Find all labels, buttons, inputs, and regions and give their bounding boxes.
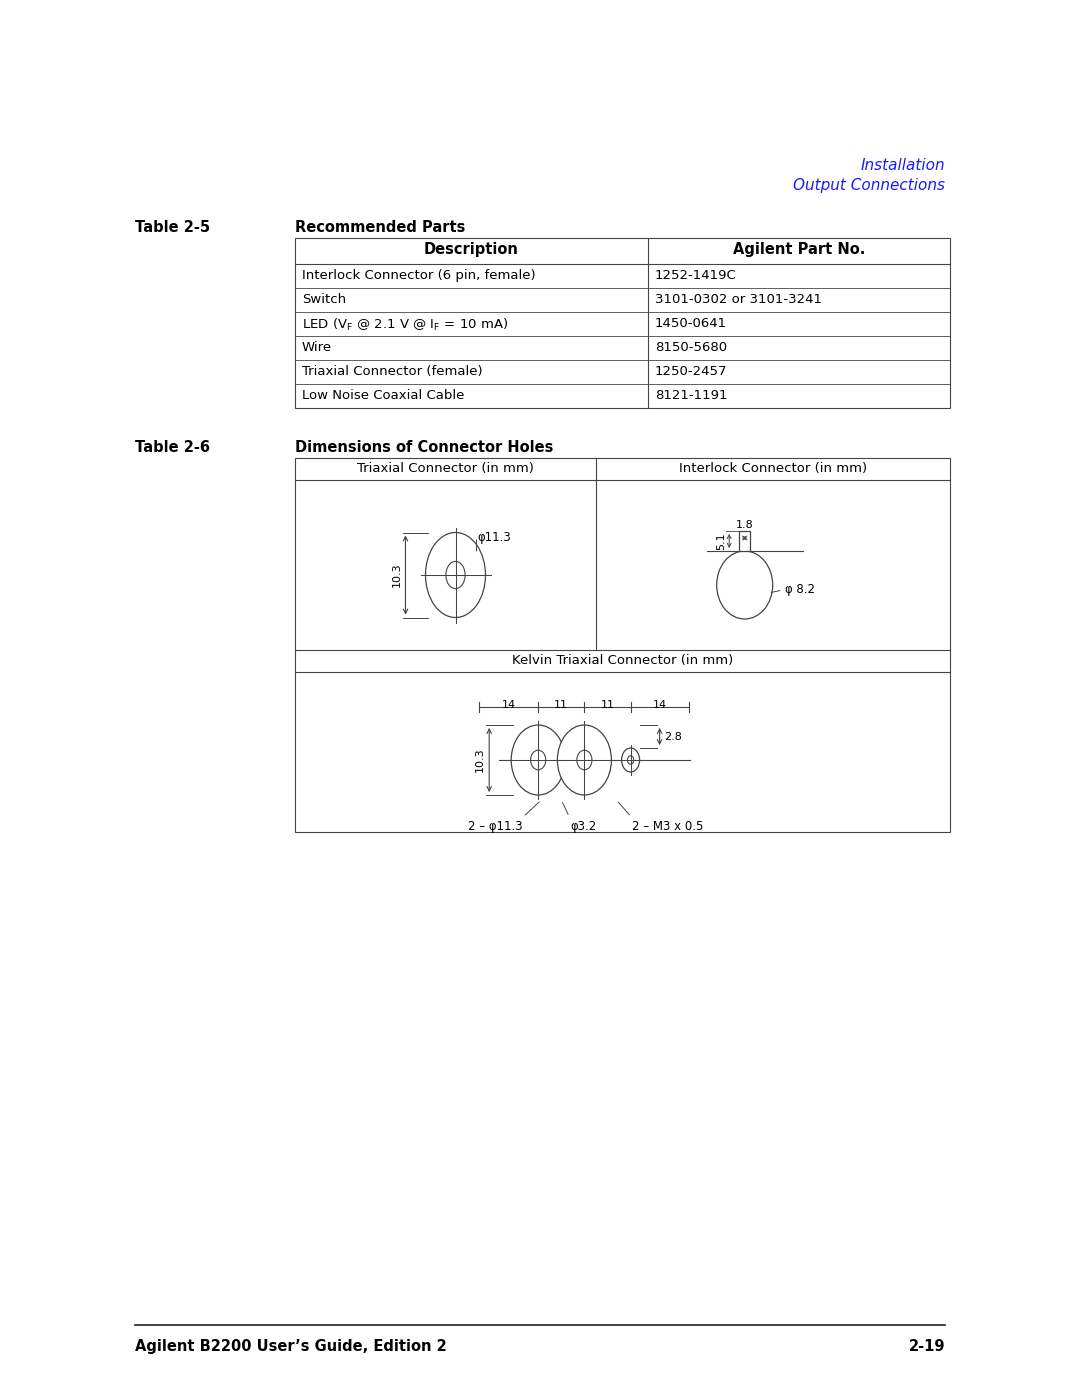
Text: 1252-1419C: 1252-1419C — [654, 270, 737, 282]
Text: Triaxial Connector (in mm): Triaxial Connector (in mm) — [357, 462, 534, 475]
Text: 2-19: 2-19 — [908, 1338, 945, 1354]
Ellipse shape — [717, 550, 772, 619]
Text: 3101-0302 or 3101-3241: 3101-0302 or 3101-3241 — [654, 293, 822, 306]
Text: Low Noise Coaxial Cable: Low Noise Coaxial Cable — [302, 388, 464, 402]
Text: 10.3: 10.3 — [475, 747, 485, 773]
Text: φ 8.2: φ 8.2 — [785, 584, 814, 597]
Ellipse shape — [530, 750, 545, 770]
Text: 1250-2457: 1250-2457 — [654, 365, 728, 379]
Text: 11: 11 — [600, 700, 615, 710]
Ellipse shape — [622, 747, 639, 773]
FancyBboxPatch shape — [739, 531, 751, 550]
Text: Interlock Connector (in mm): Interlock Connector (in mm) — [679, 462, 867, 475]
Text: φ3.2: φ3.2 — [570, 820, 596, 833]
Bar — [295, 237, 950, 408]
Ellipse shape — [557, 725, 611, 795]
Text: Switch: Switch — [302, 293, 346, 306]
Text: Installation: Installation — [861, 158, 945, 173]
Text: 8121-1191: 8121-1191 — [654, 388, 728, 402]
Text: 14: 14 — [502, 700, 516, 710]
Text: 14: 14 — [653, 700, 667, 710]
Text: 1450-0641: 1450-0641 — [654, 317, 727, 330]
Text: Triaxial Connector (female): Triaxial Connector (female) — [302, 365, 483, 379]
Ellipse shape — [446, 562, 465, 588]
Text: 2 – M3 x 0.5: 2 – M3 x 0.5 — [633, 820, 704, 833]
Ellipse shape — [627, 756, 634, 764]
Text: Wire: Wire — [302, 341, 333, 353]
Text: Output Connections: Output Connections — [793, 177, 945, 193]
Text: 11: 11 — [554, 700, 568, 710]
Text: 2 – φ11.3: 2 – φ11.3 — [468, 820, 523, 833]
Text: Kelvin Triaxial Connector (in mm): Kelvin Triaxial Connector (in mm) — [512, 654, 733, 666]
Text: Agilent B2200 User’s Guide, Edition 2: Agilent B2200 User’s Guide, Edition 2 — [135, 1338, 447, 1354]
Text: Description: Description — [424, 242, 518, 257]
Text: Interlock Connector (6 pin, female): Interlock Connector (6 pin, female) — [302, 270, 536, 282]
Text: φ11.3: φ11.3 — [477, 531, 511, 543]
Bar — [295, 458, 950, 833]
Text: Table 2-6: Table 2-6 — [135, 440, 210, 455]
Ellipse shape — [511, 725, 565, 795]
Ellipse shape — [577, 750, 592, 770]
Text: 1.8: 1.8 — [735, 520, 754, 529]
Text: 8150-5680: 8150-5680 — [654, 341, 727, 353]
Ellipse shape — [426, 532, 486, 617]
Text: 10.3: 10.3 — [391, 563, 402, 587]
Text: Table 2-5: Table 2-5 — [135, 219, 211, 235]
Text: Agilent Part No.: Agilent Part No. — [733, 242, 865, 257]
Text: Dimensions of Connector Holes: Dimensions of Connector Holes — [295, 440, 553, 455]
Text: 2.8: 2.8 — [664, 732, 683, 742]
Text: 5.1: 5.1 — [716, 532, 726, 550]
Text: LED (V$_\mathregular{F}$ @ 2.1 V @ I$_\mathregular{F}$ = 10 mA): LED (V$_\mathregular{F}$ @ 2.1 V @ I$_\m… — [302, 317, 509, 332]
Text: Recommended Parts: Recommended Parts — [295, 219, 465, 235]
